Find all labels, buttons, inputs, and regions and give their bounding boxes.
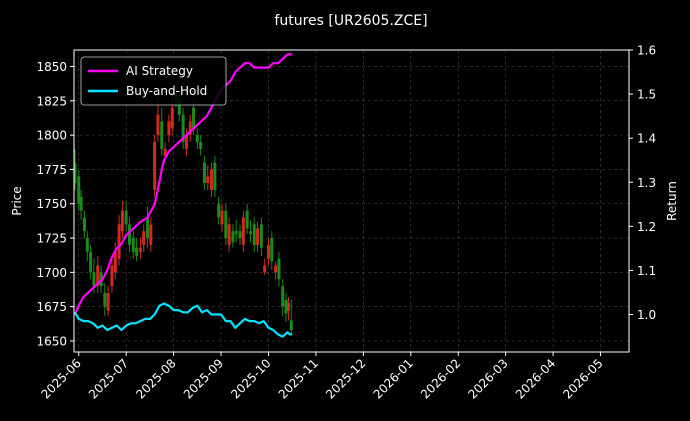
- candle-body: [156, 114, 160, 136]
- candle-body: [142, 231, 146, 245]
- candle-body: [82, 217, 86, 232]
- ai-strategy-line: [73, 53, 293, 315]
- candle-body: [163, 148, 167, 156]
- candle-body: [188, 121, 192, 136]
- candle-body: [286, 302, 290, 311]
- candle-body: [177, 100, 181, 115]
- y-tick-label: 1775: [36, 163, 67, 177]
- y2-tick-label: 1.2: [637, 220, 656, 234]
- candle-body: [245, 210, 249, 229]
- candle-body: [206, 176, 210, 184]
- y-axis-left: 1650 1675 1700 1725 1750 1775 1800 1825 1850: [36, 60, 74, 349]
- candle-body: [106, 292, 110, 311]
- candle-body: [113, 251, 117, 273]
- candle-body: [217, 203, 221, 218]
- chart-title: futures [UR2605.ZCE]: [274, 13, 427, 29]
- legend-bh-label: Buy-and-Hold: [126, 84, 207, 98]
- candle-body: [199, 141, 203, 149]
- candle-body: [89, 251, 93, 273]
- candle-body: [266, 244, 270, 259]
- y2-tick-label: 1.1: [637, 264, 656, 278]
- y2-tick-label: 1.5: [637, 88, 656, 102]
- legend: AI Strategy Buy-and-Hold: [80, 56, 227, 106]
- candle-body: [213, 162, 217, 191]
- y2-axis-label: Return: [665, 181, 679, 221]
- candle-body: [231, 231, 235, 243]
- y2-tick-label: 1.4: [637, 132, 656, 146]
- candle-body: [263, 265, 267, 273]
- y-tick-label: 1675: [36, 300, 67, 314]
- legend-ai-label: AI Strategy: [126, 64, 193, 78]
- candle-body: [120, 210, 124, 232]
- buy-and-hold-line: [73, 302, 293, 338]
- candle-body: [110, 265, 114, 287]
- candle-body: [259, 224, 263, 248]
- candle-body: [270, 238, 274, 262]
- y-tick-label: 1850: [36, 60, 67, 74]
- legend-box: [80, 56, 227, 106]
- candle-body: [92, 272, 96, 287]
- y-tick-label: 1750: [36, 197, 67, 211]
- candle-body: [73, 162, 77, 184]
- y-tick-label: 1700: [36, 266, 67, 280]
- candle-body: [167, 121, 171, 136]
- candle-body: [234, 231, 238, 234]
- candle-body: [160, 121, 164, 149]
- candle-body: [202, 162, 206, 184]
- candle-body: [79, 196, 83, 211]
- y2-tick-label: 1.0: [637, 308, 656, 322]
- candle-body: [96, 265, 100, 287]
- candle-body: [238, 231, 242, 239]
- candle-body: [131, 238, 135, 252]
- y2-tick-label: 1.6: [637, 44, 656, 58]
- candle-body: [241, 217, 245, 245]
- y-tick-label: 1825: [36, 94, 67, 108]
- candle-body: [124, 210, 128, 225]
- candle-body: [128, 224, 131, 245]
- plot-frame: [73, 49, 630, 353]
- y-axis-right: 1.0 1.1 1.2 1.3 1.4 1.5 1.6: [629, 44, 656, 322]
- candle-body: [184, 135, 188, 149]
- candle-body: [117, 224, 121, 259]
- candle-body: [277, 258, 281, 280]
- candle-body: [248, 231, 252, 234]
- candle-body: [149, 224, 153, 245]
- y-tick-label: 1650: [36, 335, 67, 349]
- candle-body: [138, 247, 142, 252]
- series-lines: [73, 53, 293, 338]
- candle-body: [103, 292, 107, 307]
- candle-body: [146, 217, 150, 239]
- candle-body: [289, 320, 293, 331]
- candle-body: [195, 135, 199, 142]
- candle-body: [252, 224, 256, 245]
- candle-body: [224, 210, 228, 239]
- candle-body: [210, 169, 214, 191]
- candle-body: [153, 141, 157, 191]
- y-axis-label: Price: [10, 186, 24, 215]
- candle-body: [256, 228, 260, 245]
- candle-body: [77, 176, 81, 204]
- y-tick-label: 1725: [36, 232, 67, 246]
- candle-body: [170, 107, 174, 129]
- candle-body: [192, 107, 196, 129]
- candlesticks: [73, 80, 293, 335]
- candle-body: [281, 286, 285, 307]
- y-tick-label: 1800: [36, 129, 67, 143]
- candle-body: [227, 224, 231, 245]
- candle-body: [220, 210, 224, 225]
- candle-body: [85, 238, 89, 252]
- candle-body: [284, 299, 288, 314]
- candle-body: [274, 265, 278, 273]
- candle-body: [181, 114, 185, 142]
- y2-tick-label: 1.3: [637, 176, 656, 190]
- candle-body: [135, 247, 139, 256]
